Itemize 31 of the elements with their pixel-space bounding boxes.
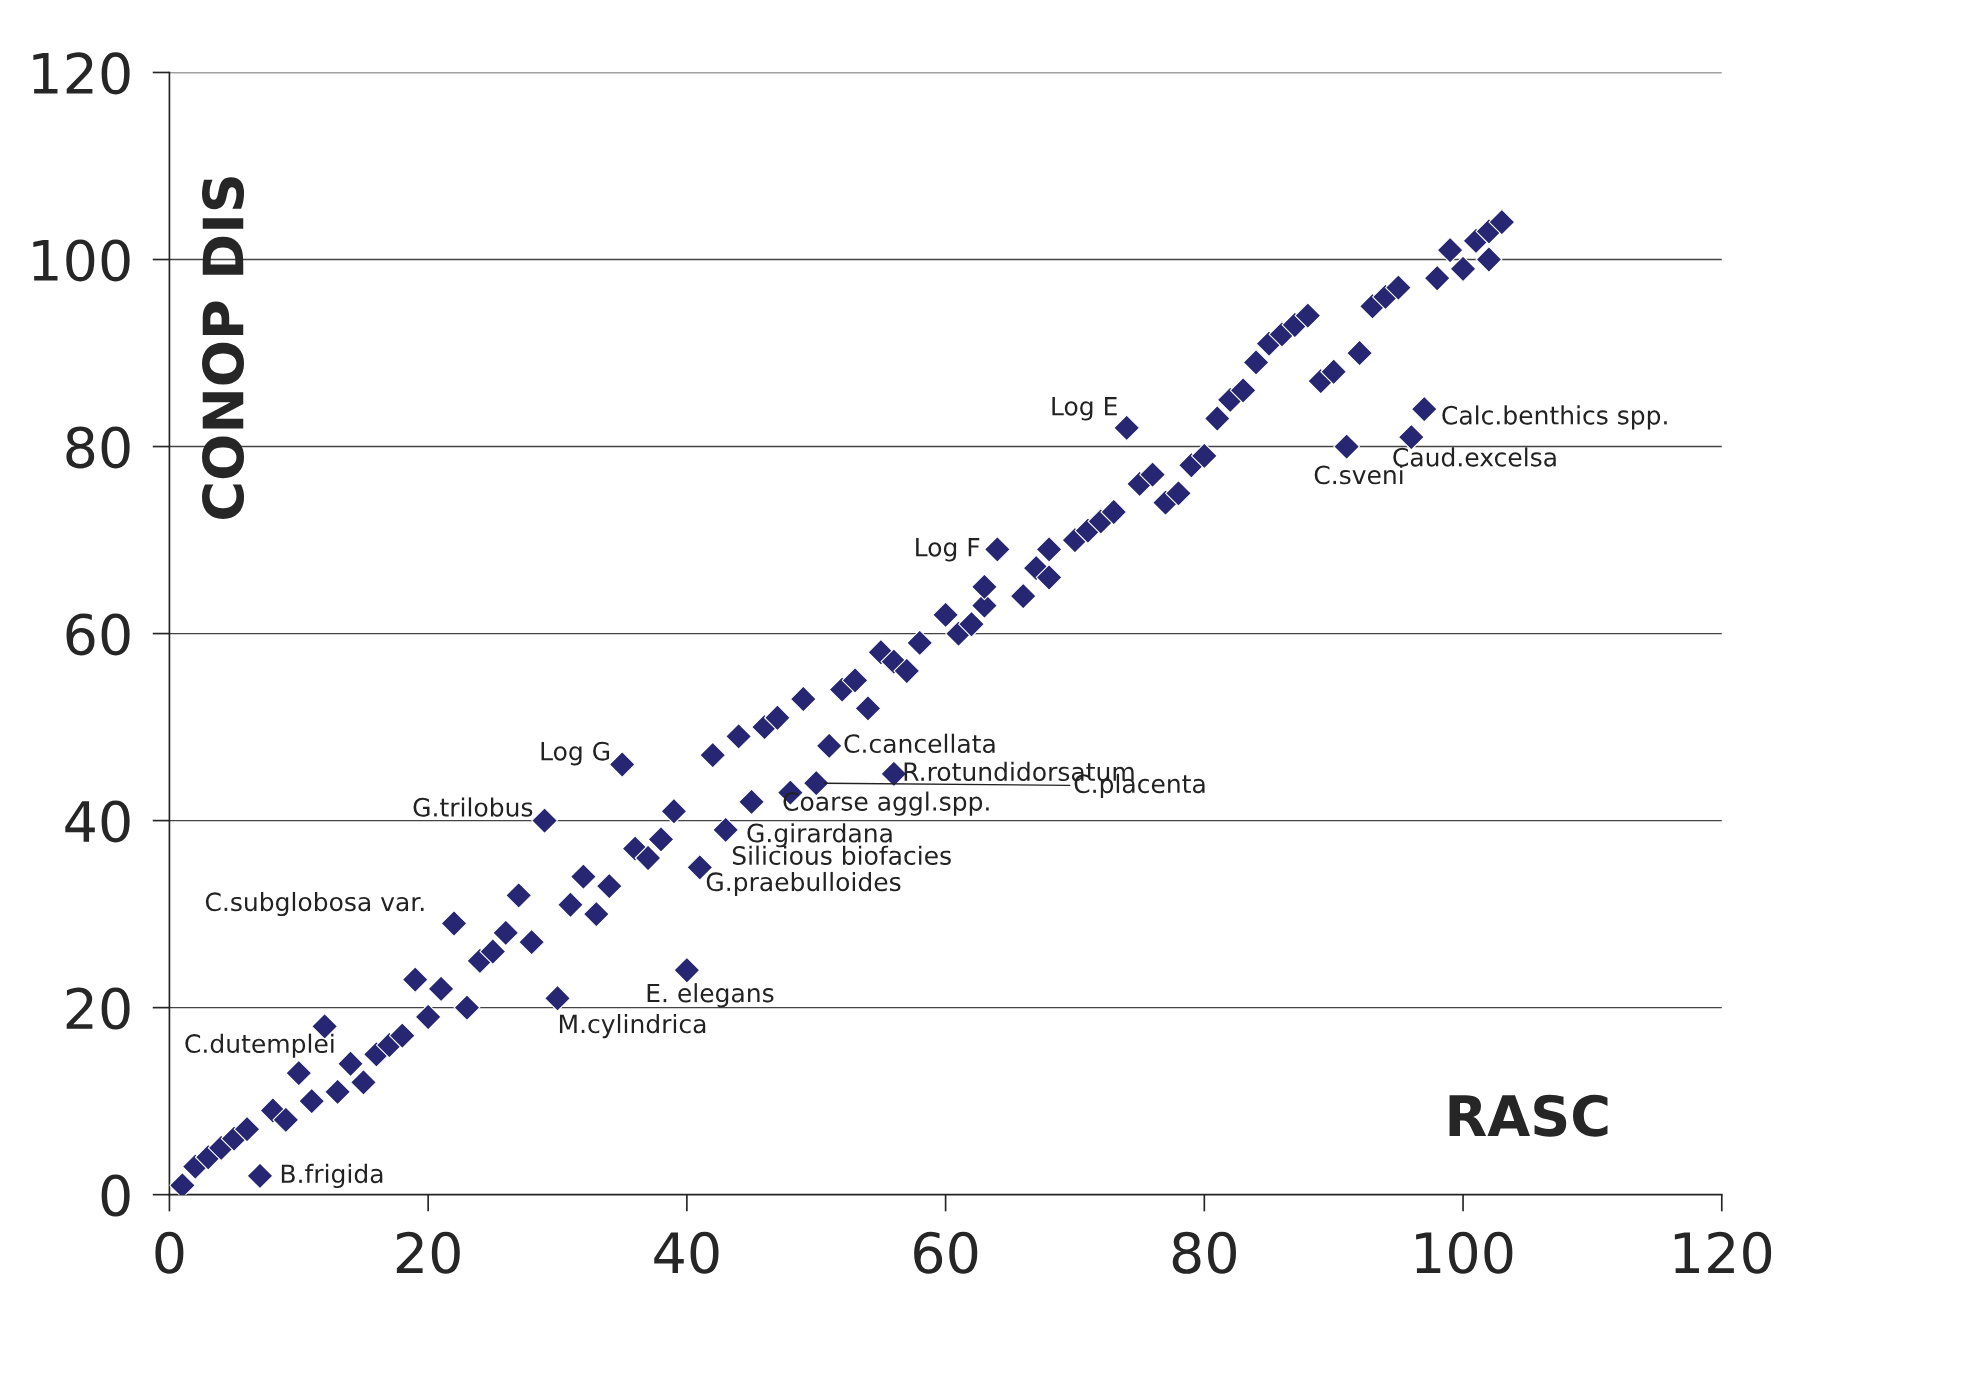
x-axis-title: RASC [1449,1094,1608,1137]
y-tick-label: 120 [33,52,130,95]
annotation: E. elegans [647,983,774,1008]
y-tick-label: 100 [33,239,130,282]
annotation: G.praebulloides [706,871,901,897]
annotation: G.trilobus [413,797,533,817]
x-tick-label: 20 [396,1231,460,1274]
annotation: Caud.excelsa [1393,447,1556,467]
annotation: Log E [1052,397,1117,421]
y-tick-label: 60 [66,613,130,656]
annotation: C.dutemplei [185,1033,334,1058]
annotation: C.subglobosa var. [205,891,424,917]
annotation: C.cancellata [844,733,995,754]
annotation: B.frigida [281,1163,383,1189]
annotation: Log G [541,741,610,766]
annotation: C.sveni [1314,465,1403,485]
y-tick-label: 20 [66,987,130,1030]
annotation: M.cylindrica [559,1013,706,1039]
x-tick-label: 60 [914,1231,978,1274]
annotation: Log F [916,538,980,562]
x-tick-label: 120 [1674,1231,1772,1274]
y-tick-label: 80 [66,426,130,469]
y-axis-title: CONOP DIS [202,177,245,519]
y-tick-label: 0 [101,1174,130,1217]
x-tick-label: 40 [654,1231,719,1274]
x-tick-label: 80 [1172,1231,1236,1274]
y-tick-label: 40 [65,800,130,843]
annotation: Coarse aggl.spp. [783,791,989,816]
x-tick-label: 0 [155,1231,184,1274]
x-tick-label: 100 [1416,1231,1513,1274]
annotation: Calc.benthics spp. [1442,405,1667,430]
